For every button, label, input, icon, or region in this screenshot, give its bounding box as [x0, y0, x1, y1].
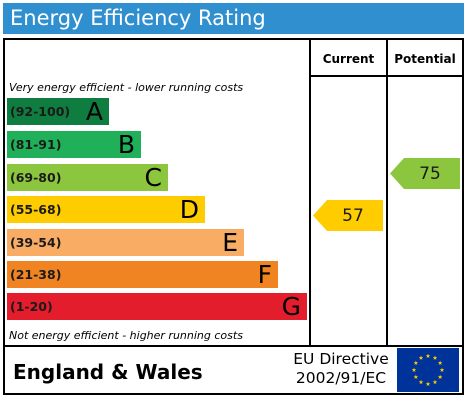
directive-line-1: EU Directive: [293, 350, 389, 368]
column-header-potential: Potential: [394, 52, 456, 66]
column-header-current: Current: [322, 52, 375, 66]
potential-rating-arrow: 75: [390, 158, 460, 189]
band-letter: G: [281, 292, 301, 321]
band-range: (21-38): [10, 267, 62, 282]
band-range: (92-100): [10, 104, 71, 119]
star-icon: [439, 367, 445, 372]
star-icon: [437, 360, 443, 365]
band-letter: F: [257, 260, 272, 289]
band-letter: A: [85, 97, 103, 126]
directive-line-2: 2002/91/EC: [295, 369, 387, 387]
band-letter: D: [179, 195, 199, 224]
rating-table: Current Potential Very energy efficient …: [3, 38, 464, 395]
star-icon: [413, 360, 419, 365]
potential-rating-value: 75: [419, 163, 441, 184]
note-bottom: Not energy efficient - higher running co…: [9, 329, 243, 342]
star-icon: [411, 367, 417, 372]
current-rating-value: 57: [342, 205, 364, 226]
arrow-shape-icon: [390, 158, 460, 189]
star-icon: [432, 355, 438, 360]
band-c: (69-80) C: [7, 164, 168, 191]
star-icon: [418, 355, 424, 360]
page-title: Energy Efficiency Rating: [3, 3, 464, 34]
band-letter: E: [222, 228, 238, 257]
band-range: (55-68): [10, 202, 62, 217]
band-g: (1-20) G: [7, 293, 307, 320]
note-top: Very energy efficient - lower running co…: [9, 81, 244, 94]
star-icon: [437, 374, 443, 379]
star-icon: [425, 353, 431, 358]
star-icon: [413, 374, 419, 379]
band-range: (81-91): [10, 137, 62, 152]
band-letter: C: [144, 163, 162, 192]
band-a: (92-100) A: [7, 98, 109, 125]
star-icon: [418, 379, 424, 385]
band-d: (55-68) D: [7, 196, 205, 223]
header-divider: [309, 75, 462, 77]
footer-divider: [5, 345, 462, 347]
band-letter: B: [117, 130, 135, 159]
arrow-shape-icon: [313, 200, 383, 231]
band-range: (39-54): [10, 235, 62, 250]
band-e: (39-54) E: [7, 229, 244, 256]
eu-flag-icon: [397, 348, 459, 392]
star-icon: [432, 379, 438, 385]
divider-current: [309, 40, 311, 345]
eu-directive: EU Directive 2002/91/EC: [287, 350, 395, 388]
region-label: England & Wales: [13, 360, 203, 384]
band-b: (81-91) B: [7, 131, 141, 158]
current-rating-arrow: 57: [313, 200, 383, 231]
band-range: (1-20): [10, 299, 53, 314]
band-range: (69-80): [10, 170, 62, 185]
star-icon: [425, 381, 431, 386]
band-f: (21-38) F: [7, 261, 278, 288]
divider-potential: [386, 40, 388, 345]
